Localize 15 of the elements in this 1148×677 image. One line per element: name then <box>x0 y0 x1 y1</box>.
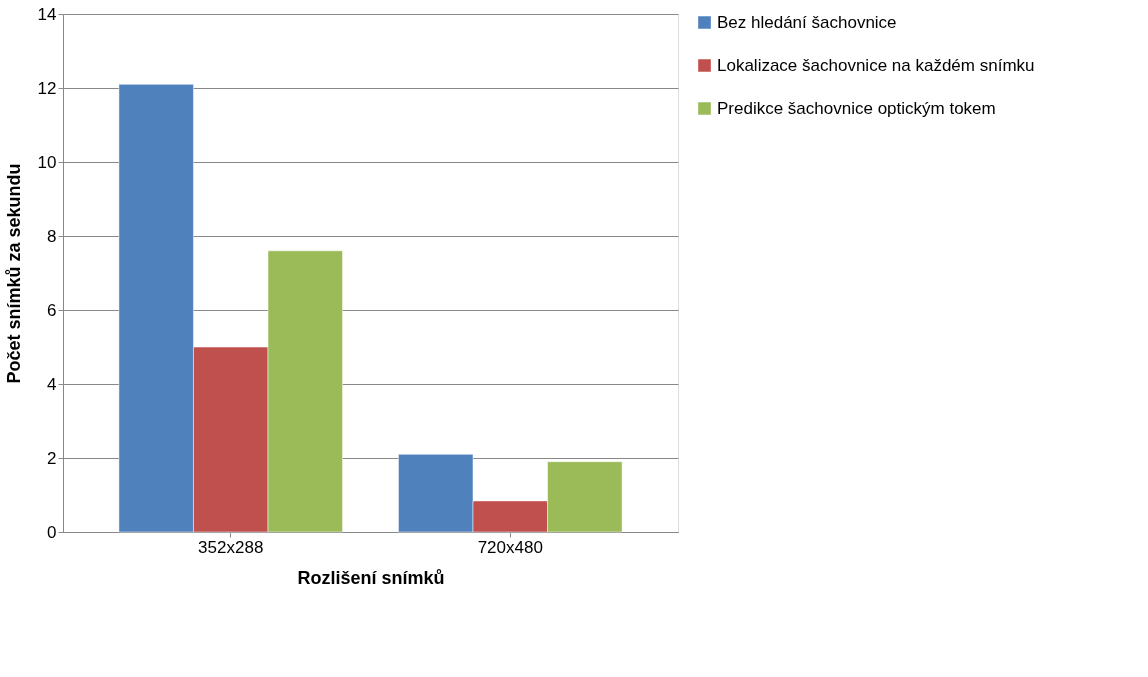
y-tick-label: 10 <box>37 152 57 172</box>
x-tick-label: 352x288 <box>198 537 264 557</box>
legend-label: Bez hledání šachovnice <box>717 12 897 32</box>
y-tick-label: 14 <box>37 4 57 24</box>
y-axis-title: Počet snímků za sekundu <box>3 163 24 384</box>
legend-label: Lokalizace šachovnice na každém snímku <box>717 55 1035 75</box>
y-tick-label: 12 <box>37 78 57 98</box>
y-tick-label: 2 <box>47 448 57 468</box>
y-tick-label: 4 <box>47 374 57 394</box>
x-tick-label: 720x480 <box>477 537 543 557</box>
legend-label: Predikce šachovnice optickým tokem <box>717 98 996 118</box>
y-tick-label: 0 <box>47 522 57 542</box>
y-tick-label: 8 <box>47 226 57 246</box>
y-tick-label: 6 <box>47 300 57 320</box>
x-axis-title: Rozlišení snímků <box>297 567 445 588</box>
